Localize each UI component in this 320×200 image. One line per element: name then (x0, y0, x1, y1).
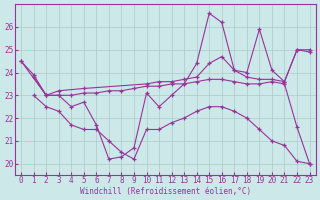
X-axis label: Windchill (Refroidissement éolien,°C): Windchill (Refroidissement éolien,°C) (80, 187, 251, 196)
